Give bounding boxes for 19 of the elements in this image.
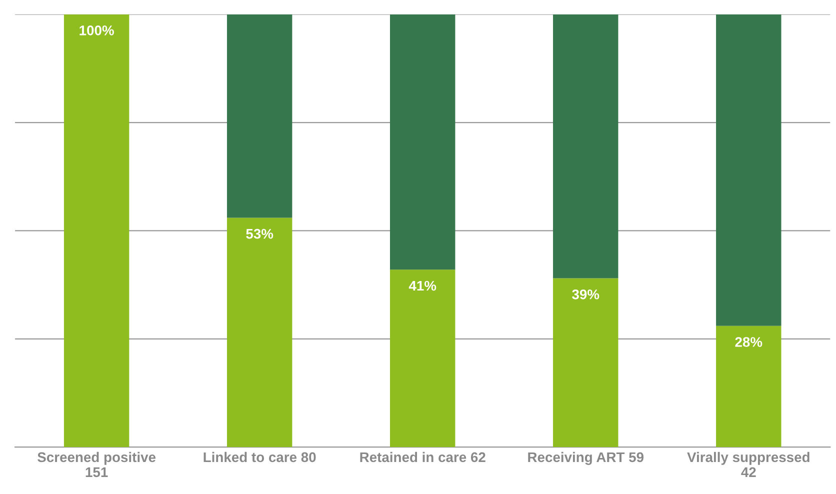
data-label: 28% <box>735 337 762 347</box>
x-tick-label: Screened positive 151 <box>38 452 156 478</box>
bar <box>716 14 782 326</box>
x-tick-label: Virally suppressed 42 <box>687 452 810 477</box>
bar <box>390 14 456 270</box>
data-label: 100% <box>80 26 114 36</box>
bar <box>226 218 292 448</box>
data-label: 53% <box>246 228 274 239</box>
bar <box>553 14 618 278</box>
bar <box>64 14 130 448</box>
x-tick-label: Retained in care 62 <box>360 452 486 462</box>
bar <box>226 14 292 218</box>
data-label: 41% <box>408 280 436 291</box>
x-tick-label: Linked to care 80 <box>204 452 316 462</box>
bar <box>553 278 618 448</box>
data-label: 39% <box>572 289 600 300</box>
x-tick-label: Receiving ART 59 <box>528 452 644 465</box>
bar <box>716 326 782 448</box>
bar <box>390 270 456 448</box>
